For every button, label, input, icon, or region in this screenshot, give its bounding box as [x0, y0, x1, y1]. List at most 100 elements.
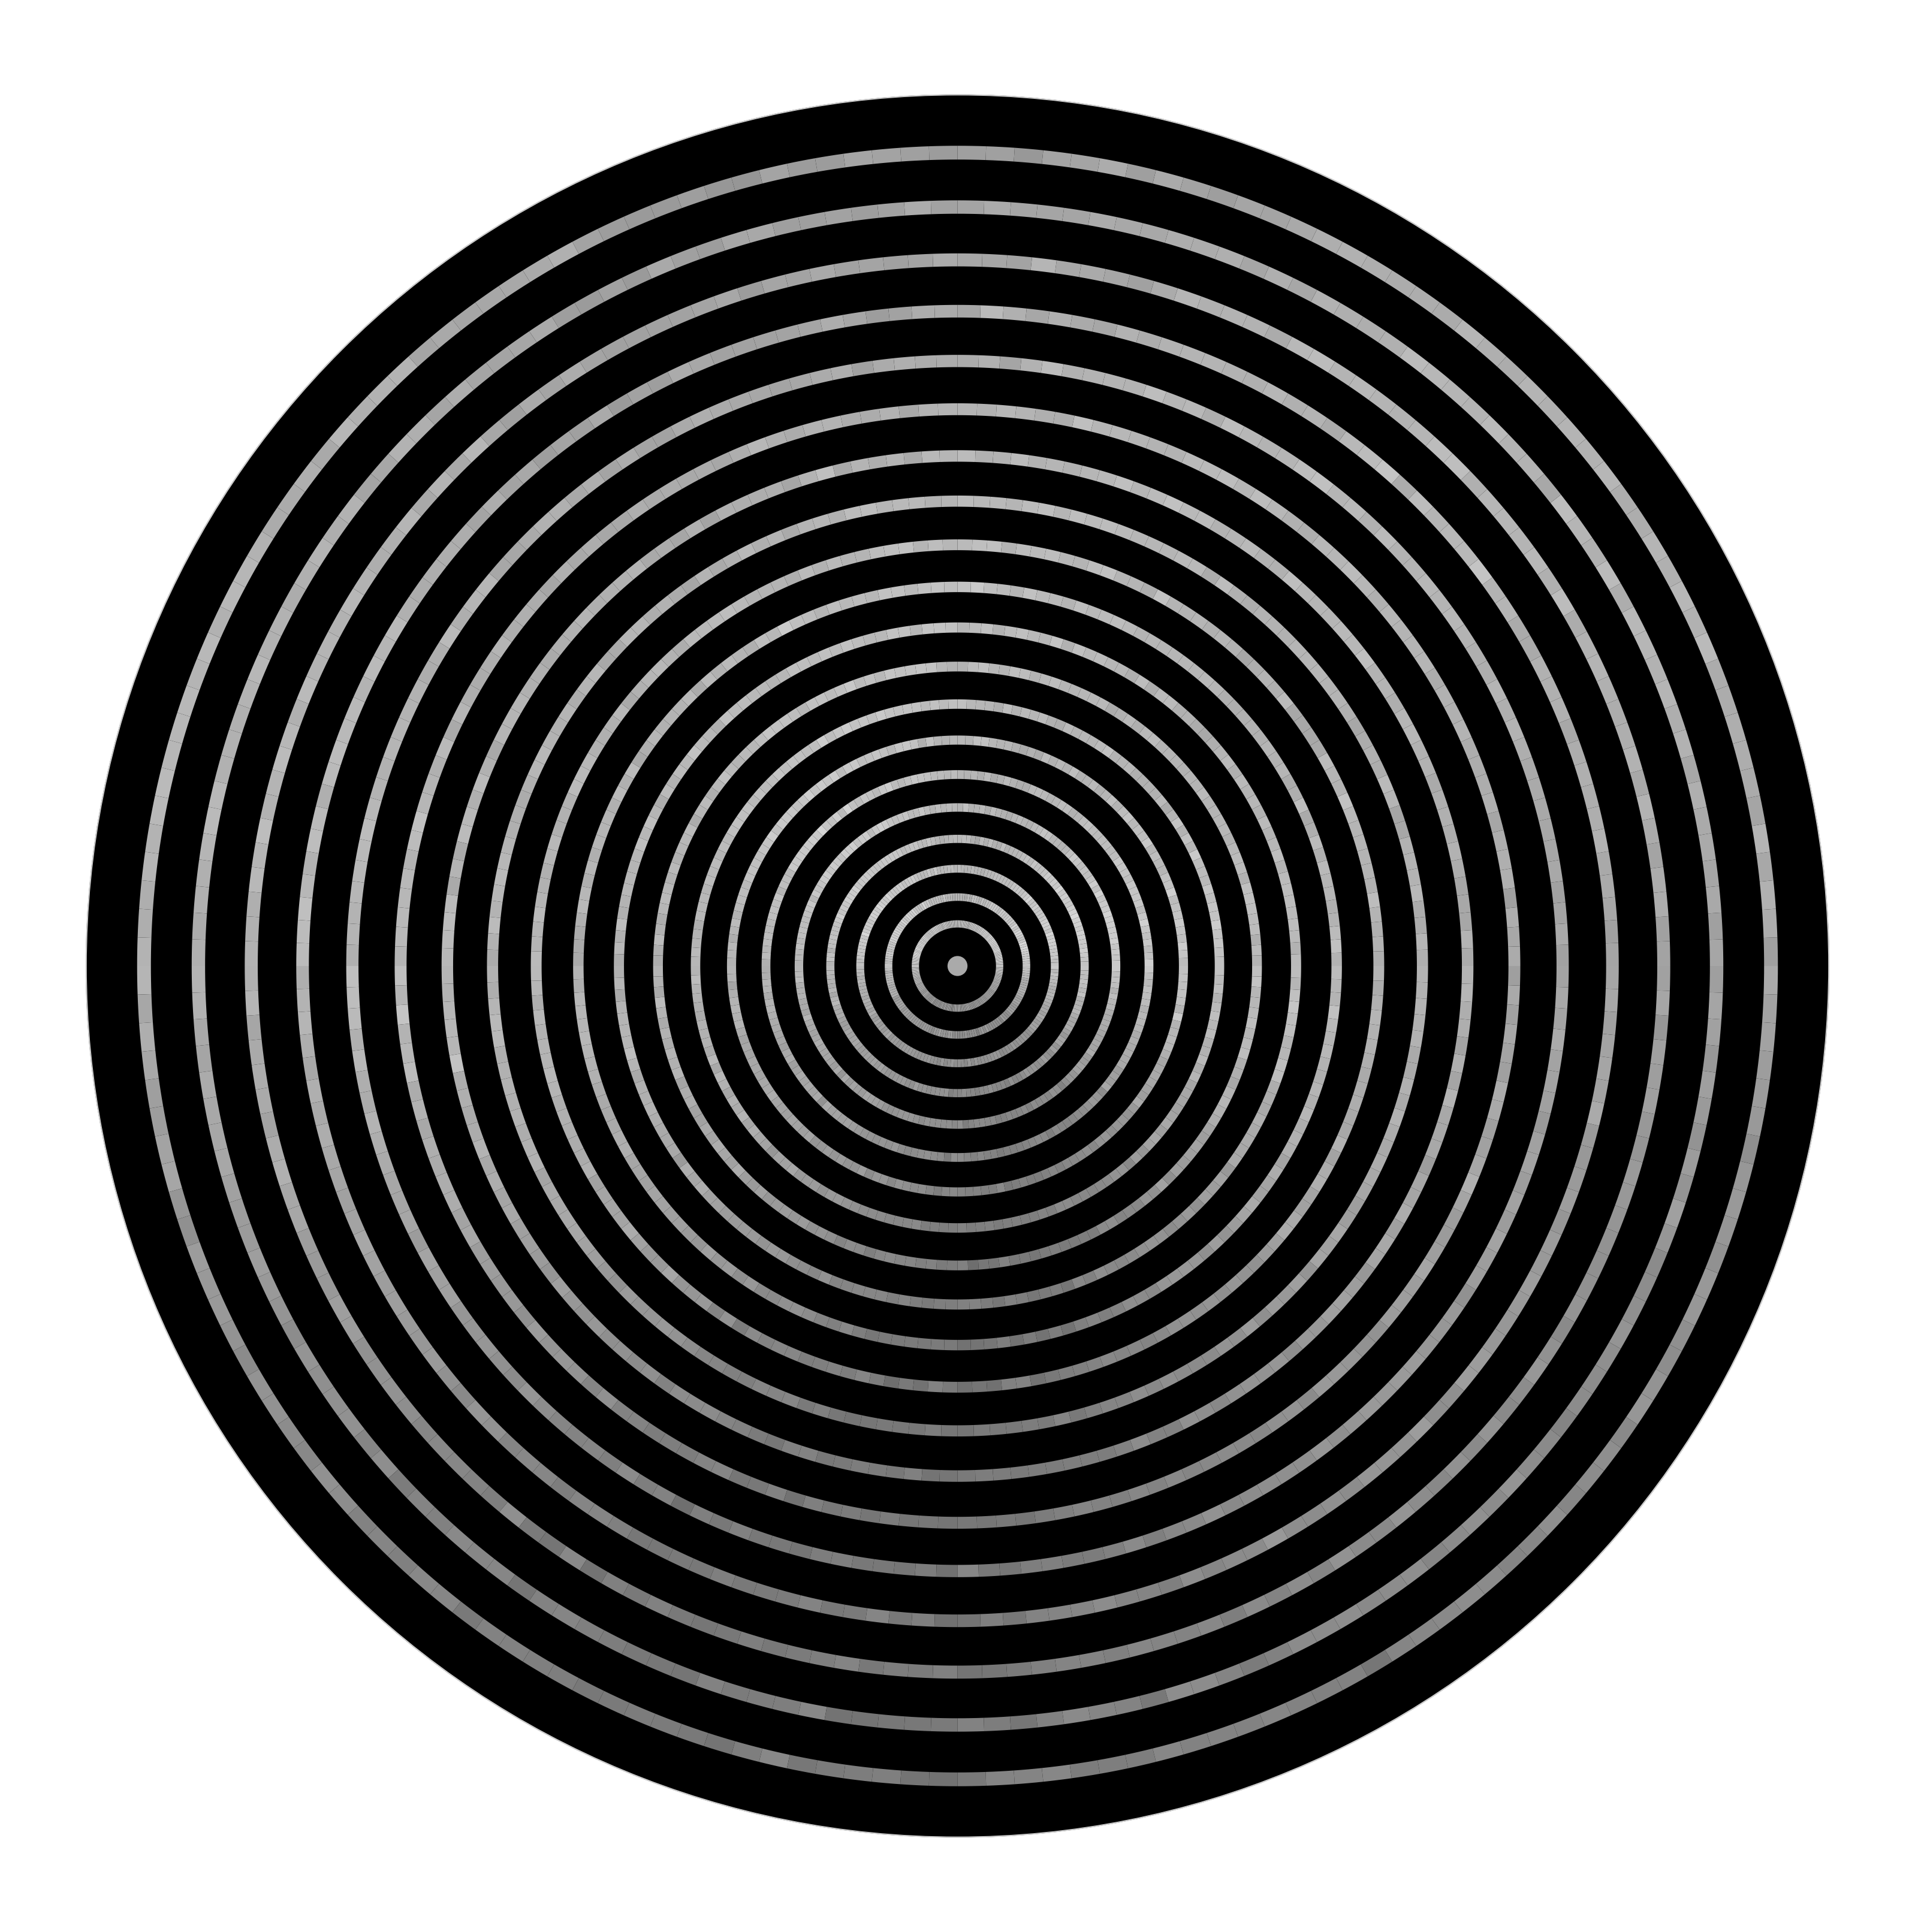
Wedge shape [799, 469, 818, 487]
Wedge shape [958, 736, 965, 744]
Wedge shape [1220, 305, 1247, 327]
Wedge shape [797, 518, 816, 535]
Wedge shape [502, 1204, 521, 1223]
Wedge shape [517, 526, 542, 551]
Wedge shape [1070, 1194, 1082, 1206]
Wedge shape [1000, 910, 1005, 918]
Wedge shape [812, 1356, 829, 1372]
Wedge shape [772, 825, 783, 837]
Wedge shape [770, 721, 785, 734]
Wedge shape [1312, 535, 1335, 556]
Wedge shape [1143, 945, 1153, 952]
Wedge shape [965, 922, 969, 929]
Wedge shape [940, 804, 946, 813]
Wedge shape [645, 257, 676, 278]
Wedge shape [904, 583, 919, 595]
Wedge shape [532, 995, 544, 1010]
Wedge shape [992, 1084, 998, 1092]
Wedge shape [1235, 1206, 1252, 1223]
Wedge shape [892, 931, 900, 937]
Wedge shape [1400, 837, 1413, 854]
Wedge shape [961, 1090, 967, 1097]
Wedge shape [1496, 848, 1511, 869]
Wedge shape [825, 966, 835, 970]
Wedge shape [1266, 500, 1289, 520]
Wedge shape [431, 319, 462, 348]
Wedge shape [800, 1308, 818, 1321]
Wedge shape [1247, 794, 1260, 810]
Wedge shape [1605, 943, 1618, 966]
Wedge shape [894, 667, 906, 678]
Wedge shape [747, 794, 760, 808]
Wedge shape [1134, 626, 1149, 641]
Wedge shape [890, 1036, 898, 1043]
Wedge shape [1103, 910, 1113, 918]
Wedge shape [1354, 576, 1375, 597]
Wedge shape [1327, 912, 1340, 927]
Wedge shape [1519, 377, 1547, 406]
Wedge shape [1385, 1219, 1404, 1238]
Wedge shape [530, 1248, 550, 1269]
Wedge shape [1475, 1136, 1494, 1159]
Wedge shape [1149, 788, 1162, 800]
Wedge shape [1216, 469, 1239, 489]
Wedge shape [463, 1318, 486, 1343]
Wedge shape [1205, 736, 1220, 752]
Wedge shape [885, 1068, 892, 1078]
Wedge shape [1547, 860, 1563, 883]
Wedge shape [935, 804, 942, 813]
Wedge shape [843, 151, 873, 168]
Wedge shape [887, 891, 894, 898]
Wedge shape [1362, 864, 1375, 879]
Wedge shape [795, 978, 804, 983]
Wedge shape [316, 632, 339, 659]
Wedge shape [1126, 576, 1145, 593]
Wedge shape [1157, 866, 1168, 875]
Wedge shape [854, 1124, 864, 1136]
Wedge shape [408, 831, 423, 852]
Wedge shape [1130, 1385, 1149, 1403]
Wedge shape [1319, 1236, 1339, 1256]
Wedge shape [521, 775, 538, 794]
Wedge shape [1048, 835, 1057, 844]
Wedge shape [975, 1001, 979, 1007]
Wedge shape [883, 1028, 890, 1036]
Wedge shape [498, 852, 511, 871]
Wedge shape [785, 867, 795, 879]
Wedge shape [988, 987, 996, 993]
Wedge shape [437, 1366, 462, 1391]
Wedge shape [684, 520, 705, 539]
Wedge shape [1030, 860, 1038, 869]
Wedge shape [576, 898, 590, 914]
Wedge shape [1115, 524, 1134, 541]
Wedge shape [1453, 1283, 1476, 1308]
Wedge shape [640, 670, 659, 688]
Wedge shape [919, 1053, 925, 1061]
Wedge shape [450, 1383, 475, 1408]
Wedge shape [1457, 895, 1471, 914]
Wedge shape [1107, 927, 1116, 933]
Wedge shape [1143, 985, 1153, 993]
Wedge shape [732, 647, 749, 663]
Wedge shape [364, 1250, 385, 1277]
Wedge shape [931, 1086, 936, 1095]
Wedge shape [1482, 792, 1499, 813]
Wedge shape [741, 802, 755, 815]
Wedge shape [1358, 512, 1383, 535]
Wedge shape [676, 185, 709, 209]
Wedge shape [1189, 612, 1208, 630]
Wedge shape [998, 665, 1011, 676]
Wedge shape [1053, 1202, 1067, 1213]
Wedge shape [908, 1663, 933, 1679]
Wedge shape [1143, 939, 1153, 947]
Wedge shape [1105, 922, 1115, 929]
Wedge shape [1036, 866, 1046, 875]
Wedge shape [1547, 1049, 1563, 1072]
Wedge shape [1656, 966, 1670, 991]
Wedge shape [783, 425, 806, 442]
Wedge shape [548, 242, 578, 269]
Wedge shape [651, 1256, 668, 1273]
Wedge shape [973, 1381, 988, 1393]
Wedge shape [1023, 854, 1030, 864]
Wedge shape [530, 663, 550, 684]
